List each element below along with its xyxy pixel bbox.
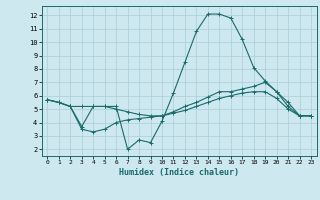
X-axis label: Humidex (Indice chaleur): Humidex (Indice chaleur)	[119, 168, 239, 177]
